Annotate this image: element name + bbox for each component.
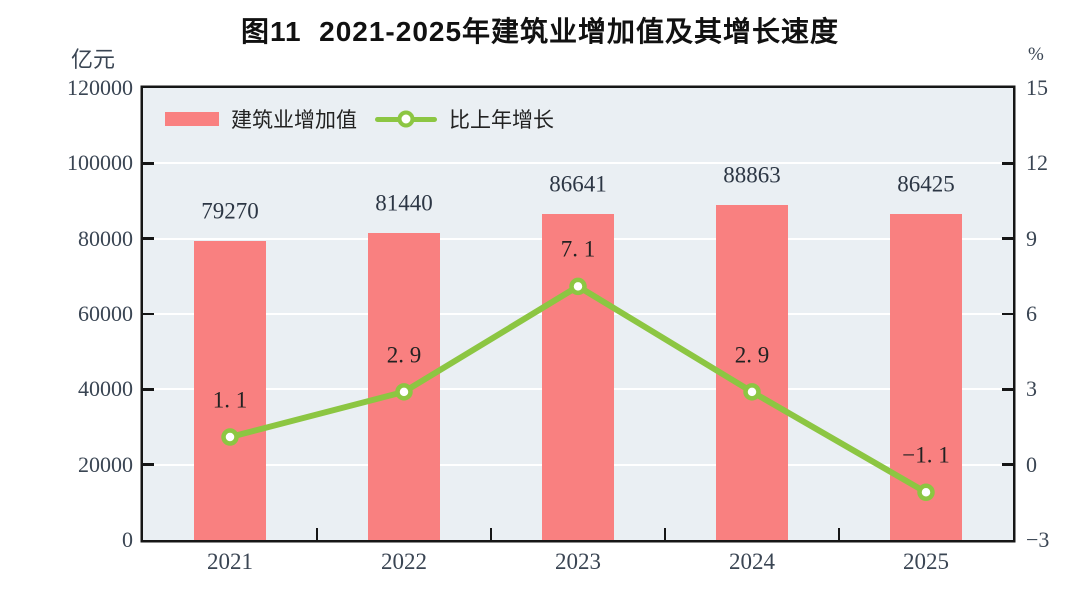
line-value-label: −1. 1 [902, 442, 950, 468]
bar-series-swatch [165, 112, 219, 126]
left-axis-tick-label: 40000 [78, 376, 133, 402]
left-axis-tick-label: 0 [122, 527, 133, 552]
line-marker-2025 [917, 483, 935, 502]
gridline [143, 162, 1013, 165]
x-axis-tick [663, 528, 667, 540]
x-axis-tick [315, 528, 319, 540]
x-axis-label-2021: 2021 [207, 549, 253, 574]
x-axis-tick [837, 528, 841, 540]
x-axis-label-2024: 2024 [729, 549, 775, 574]
left-axis-tick-labels: 120000 100000 80000 60000 40000 20000 0 [0, 0, 133, 593]
left-axis-tick [143, 388, 154, 391]
right-axis-tick [1002, 312, 1013, 316]
left-axis-tick [143, 162, 154, 165]
right-axis-tick-label: 6 [1026, 301, 1037, 326]
right-axis-tick-label: 9 [1026, 225, 1037, 251]
line-marker-2021 [221, 428, 239, 446]
left-axis-unit: 亿元 [70, 47, 115, 72]
line-path [227, 283, 929, 496]
left-axis-tick-label: 60000 [78, 301, 133, 326]
right-axis-tick [1002, 463, 1013, 466]
legend: 建筑业增加值 比上年增长 [165, 104, 554, 134]
x-axis-tick [489, 528, 493, 540]
x-axis-label-2025: 2025 [903, 549, 949, 574]
line-marker-2022 [395, 383, 413, 401]
legend-item-line: 比上年增长 [375, 104, 554, 134]
line-series-swatch [375, 109, 437, 129]
legend-label-bar: 建筑业增加值 [231, 108, 357, 132]
left-axis-tick-label: 80000 [78, 225, 133, 251]
right-axis-tick-label: 15 [1026, 75, 1048, 100]
left-axis-tick-label: 120000 [67, 75, 133, 100]
chart-title: 图11 2021-2025年建筑业增加值及其增长速度 [240, 16, 840, 47]
x-axis-labels: 2021 2022 2023 2024 2025 [143, 550, 1013, 582]
line-value-label: 7. 1 [560, 236, 596, 262]
bar-2024 [716, 205, 788, 540]
plot-area: 建筑业增加值 比上年增长 79270 81440 86641 88863 86425 1.… [143, 88, 1013, 540]
left-axis-tick-label: 100000 [67, 150, 133, 176]
bar-value-label: 86425 [897, 171, 955, 197]
right-axis-tick-label: 12 [1026, 150, 1048, 176]
right-axis-tick [1002, 388, 1013, 391]
legend-label-line: 比上年增长 [449, 108, 554, 132]
right-axis-tick [1002, 237, 1013, 240]
bar-2023 [542, 213, 614, 540]
bar-2021 [194, 241, 266, 540]
x-axis-label-2022: 2022 [381, 549, 427, 574]
legend-item-bar: 建筑业增加值 [165, 104, 357, 134]
bar-value-label: 79270 [201, 198, 259, 224]
right-axis-tick-label: 0 [1026, 451, 1037, 477]
x-axis-label-2023: 2023 [555, 549, 601, 574]
right-axis-unit: % [1028, 44, 1044, 65]
line-value-label: 1. 1 [212, 387, 248, 413]
line-marker-2023 [569, 277, 587, 296]
left-axis-tick-label: 20000 [78, 451, 133, 477]
line-value-label: 2. 9 [386, 342, 422, 368]
right-axis-tick-label: −3 [1026, 527, 1050, 552]
growth-line [221, 277, 935, 502]
right-axis-tick [1002, 162, 1013, 165]
bar-value-label: 88863 [723, 162, 781, 188]
line-value-label: 2. 9 [734, 342, 770, 368]
right-axis-tick-labels: 15 12 9 6 3 0 −3 [1026, 0, 1080, 593]
bar-value-label: 86641 [549, 171, 607, 197]
bar-value-label: 81440 [375, 190, 433, 216]
left-axis-tick [143, 463, 154, 466]
left-axis-tick [143, 237, 154, 240]
line-marker-2024 [743, 383, 761, 401]
left-axis-tick [143, 312, 154, 316]
right-axis-tick-label: 3 [1026, 376, 1037, 402]
